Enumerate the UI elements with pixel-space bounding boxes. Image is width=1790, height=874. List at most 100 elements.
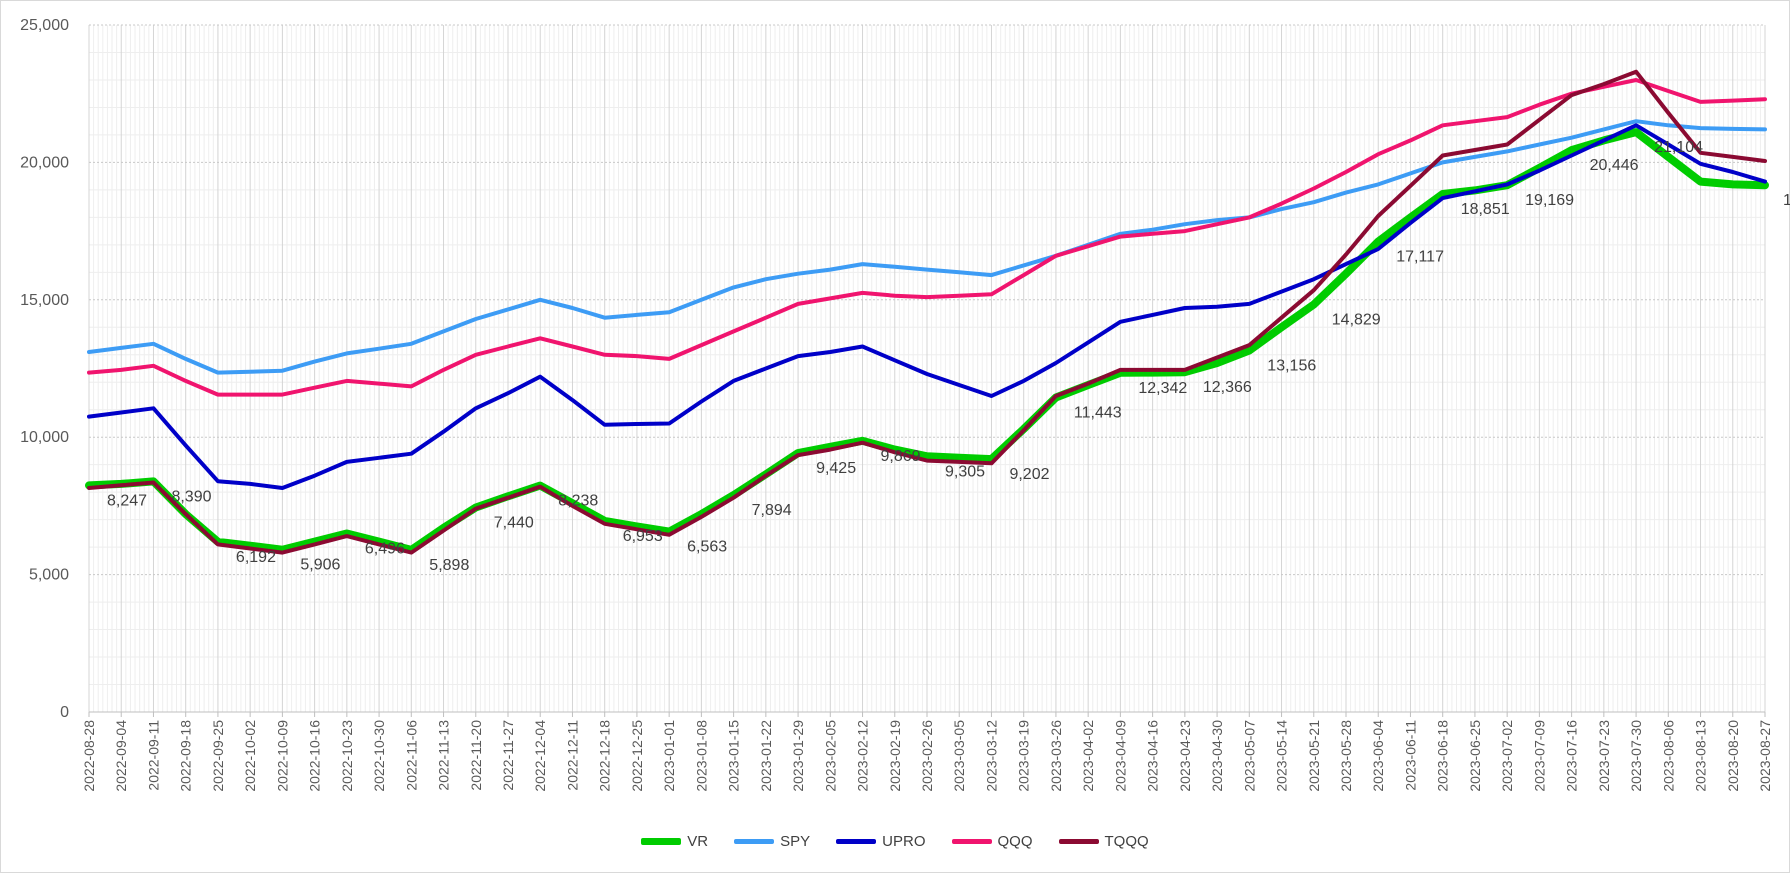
x-tick-label: 2022-09-18 [178, 720, 194, 792]
x-tick-label: 2023-01-01 [661, 720, 677, 792]
data-label: 9,425 [816, 460, 856, 477]
y-tick-label: 25,000 [20, 17, 69, 34]
x-tick-label: 2022-12-25 [629, 720, 645, 792]
legend-label: VR [687, 833, 709, 850]
x-tick-label: 2023-01-22 [758, 720, 774, 792]
x-tick-label: 2023-04-23 [1177, 720, 1193, 792]
data-label: 21,104 [1654, 139, 1703, 156]
y-axis: 0 5,000 10,000 15,000 20,000 25,000 [20, 17, 69, 721]
x-tick-label: 2023-03-19 [1016, 720, 1032, 792]
x-tick-label: 2023-02-19 [887, 720, 903, 792]
legend-item-upro: UPRO [836, 833, 926, 850]
x-tick-label: 2023-01-29 [790, 720, 806, 792]
legend-label: SPY [780, 833, 811, 850]
x-tick-label: 2023-06-04 [1370, 720, 1386, 792]
x-tick-label: 2023-01-15 [726, 720, 742, 792]
data-label: 9,869 [881, 448, 921, 465]
data-label: 8,247 [107, 492, 147, 509]
y-tick-label: 20,000 [20, 154, 69, 171]
legend-item-tqqq: TQQQ [1058, 833, 1149, 850]
data-label: 13,156 [1267, 357, 1316, 374]
y-tick-label: 0 [60, 704, 69, 721]
x-tick-label: 2023-02-26 [919, 720, 935, 792]
data-label: 12,366 [1203, 379, 1252, 396]
x-tick-label: 2023-07-30 [1628, 720, 1644, 792]
series-line-tqqq [87, 69, 1767, 555]
x-tick-label: 2022-09-04 [113, 720, 129, 792]
legend: VR SPY UPRO QQQ TQQQ [1, 833, 1789, 850]
x-tick-label: 2023-08-13 [1693, 720, 1709, 792]
data-label: 5,906 [300, 557, 340, 574]
legend-swatch [1058, 839, 1099, 844]
x-axis: 2022-08-28 2022-09-04 2022-09-11 2022-09-18… [81, 711, 1773, 792]
legend-swatch [641, 838, 682, 845]
x-tick-label: 2023-02-12 [855, 720, 871, 792]
legend-label: UPRO [882, 833, 926, 850]
x-tick-label: 2023-07-02 [1499, 720, 1515, 792]
data-label: 6,192 [236, 549, 276, 566]
legend-item-qqq: QQQ [951, 833, 1033, 850]
x-tick-label: 2023-07-16 [1564, 720, 1580, 792]
legend-item-vr: VR [641, 833, 708, 850]
data-label: 8,390 [171, 488, 211, 505]
data-label: 6,953 [623, 528, 663, 545]
legend-item-spy: SPY [734, 833, 810, 850]
x-tick-label: 2022-10-30 [371, 720, 387, 792]
data-label: 9,305 [945, 463, 985, 480]
data-label: 5,898 [429, 557, 469, 574]
x-tick-label: 2022-11-20 [468, 720, 484, 791]
legend-swatch [951, 839, 992, 844]
data-label: 6,563 [687, 539, 727, 556]
y-tick-label: 10,000 [20, 429, 69, 446]
x-tick-label: 2023-05-07 [1241, 720, 1257, 792]
x-tick-label: 2023-02-05 [822, 720, 838, 792]
legend-swatch [734, 839, 775, 844]
x-tick-label: 2023-05-21 [1306, 720, 1322, 792]
data-label: 18,851 [1461, 201, 1510, 218]
series-line-spy [87, 119, 1767, 375]
x-tick-label: 2023-01-08 [693, 720, 709, 792]
x-tick-label: 2023-08-06 [1660, 720, 1676, 792]
major-gridlines [88, 24, 1766, 712]
x-tick-label: 2022-10-16 [307, 720, 323, 792]
x-tick-label: 2022-12-18 [597, 720, 613, 792]
x-tick-label: 2023-07-09 [1531, 720, 1547, 792]
series-lines [85, 69, 1769, 555]
x-tick-label: 2023-08-27 [1757, 720, 1773, 792]
legend-label: QQQ [997, 833, 1033, 850]
x-tick-label: 2022-08-28 [81, 720, 97, 792]
x-tick-label: 2022-11-27 [500, 720, 516, 791]
series-line-upro [87, 123, 1767, 490]
x-tick-label: 2023-04-30 [1209, 720, 1225, 792]
x-tick-label: 2023-03-05 [951, 720, 967, 792]
x-tick-label: 2022-09-11 [145, 720, 161, 791]
series-line-qqq [87, 78, 1767, 397]
x-tick-label: 2023-08-20 [1725, 720, 1741, 792]
x-tick-label: 2022-11-06 [403, 720, 419, 791]
data-label: 20,446 [1590, 157, 1639, 174]
x-tick-label: 2023-03-26 [1048, 720, 1064, 792]
x-tick-label: 2023-06-11 [1402, 720, 1418, 791]
data-label: 8,238 [558, 493, 598, 510]
legend-label: TQQQ [1104, 833, 1149, 850]
data-label: 12,342 [1138, 380, 1187, 397]
x-tick-label: 2022-10-02 [242, 720, 258, 792]
data-labels: 8,247 8,390 6,192 5,906 6,496 5,898 7,440 8,238… [107, 139, 1790, 574]
data-label: 6,496 [365, 540, 405, 557]
x-tick-label: 2023-05-28 [1338, 720, 1354, 792]
x-tick-label: 2023-07-23 [1596, 720, 1612, 792]
x-tick-label: 2023-04-02 [1080, 720, 1096, 792]
data-label: 11,443 [1074, 405, 1122, 422]
x-tick-label: 2023-06-18 [1435, 720, 1451, 792]
data-label: 19,169 [1525, 192, 1574, 209]
data-label: 7,440 [494, 515, 534, 532]
x-tick-label: 2022-10-09 [274, 720, 290, 792]
data-label: 17,117 [1396, 249, 1444, 266]
x-tick-label: 2022-12-04 [532, 720, 548, 792]
x-tick-label: 2022-09-25 [210, 720, 226, 792]
data-label: 9,202 [1009, 466, 1049, 483]
x-tick-label: 2023-04-16 [1145, 720, 1161, 792]
y-tick-label: 15,000 [20, 292, 69, 309]
